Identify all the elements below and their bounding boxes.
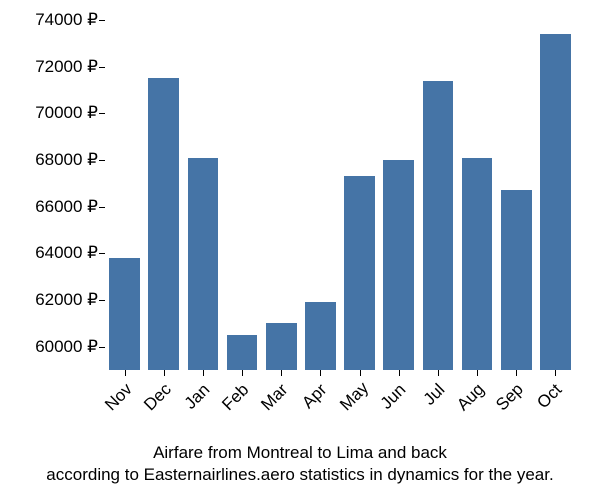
x-tick-mark (281, 370, 282, 376)
y-tick-label: 74000 ₽ (8, 10, 98, 30)
x-tick-mark (399, 370, 400, 376)
y-tick-label: 72000 ₽ (8, 57, 98, 77)
x-tick-mark (555, 370, 556, 376)
bar (227, 335, 258, 370)
bar (462, 158, 493, 370)
x-tick-label: Feb (218, 380, 253, 415)
caption-line-1: Airfare from Montreal to Lima and back (0, 442, 600, 464)
bar (423, 81, 454, 370)
x-tick-label: Jun (375, 380, 410, 415)
bar (109, 258, 140, 370)
y-tick-label: 66000 ₽ (8, 197, 98, 217)
x-tick-mark (125, 370, 126, 376)
bar (266, 323, 297, 370)
x-tick-mark (320, 370, 321, 376)
x-tick-mark (438, 370, 439, 376)
x-tick-label: Jul (414, 380, 449, 415)
x-tick-label: Oct (531, 380, 566, 415)
y-tick-label: 70000 ₽ (8, 103, 98, 123)
y-tick-label: 64000 ₽ (8, 243, 98, 263)
caption-line-2: according to Easternairlines.aero statis… (0, 464, 600, 486)
y-tick-label: 60000 ₽ (8, 337, 98, 357)
x-tick-label: May (336, 380, 371, 415)
x-tick-mark (477, 370, 478, 376)
x-tick-mark (242, 370, 243, 376)
plot-area (105, 20, 575, 370)
x-tick-mark (164, 370, 165, 376)
x-tick-label: Jan (179, 380, 214, 415)
x-tick-label: Sep (492, 380, 527, 415)
x-tick-label: Dec (140, 380, 175, 415)
x-tick-label: Aug (453, 380, 488, 415)
x-tick-label: Nov (101, 380, 136, 415)
x-tick-mark (360, 370, 361, 376)
bar (344, 176, 375, 370)
bar (501, 190, 532, 370)
y-tick-label: 68000 ₽ (8, 150, 98, 170)
bar (540, 34, 571, 370)
x-tick-label: Mar (257, 380, 292, 415)
bar (148, 78, 179, 370)
airfare-bar-chart: 60000 ₽ 62000 ₽ 64000 ₽ 66000 ₽ 68000 ₽ 70000… (0, 0, 600, 500)
bar (305, 302, 336, 370)
y-tick-label: 62000 ₽ (8, 290, 98, 310)
bar (188, 158, 219, 370)
x-tick-mark (516, 370, 517, 376)
x-tick-label: Apr (296, 380, 331, 415)
x-tick-mark (203, 370, 204, 376)
bar (383, 160, 414, 370)
